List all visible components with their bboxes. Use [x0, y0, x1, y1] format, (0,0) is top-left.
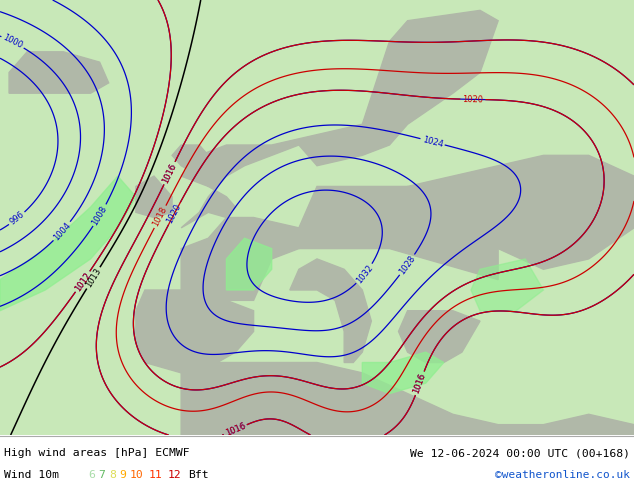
Polygon shape [0, 176, 136, 311]
Text: 1008: 1008 [91, 204, 109, 227]
Text: High wind areas [hPa] ECMWF: High wind areas [hPa] ECMWF [4, 448, 190, 458]
Text: 1020: 1020 [165, 202, 183, 225]
Text: 1013: 1013 [84, 267, 103, 289]
Text: Bft: Bft [188, 470, 209, 480]
Text: 1020: 1020 [462, 95, 484, 104]
Text: Wind 10m: Wind 10m [4, 470, 59, 480]
Polygon shape [362, 352, 444, 393]
Text: 1032: 1032 [354, 263, 375, 285]
Text: 1012: 1012 [73, 270, 93, 293]
Text: 11: 11 [149, 470, 163, 480]
Text: 1016: 1016 [224, 421, 247, 438]
Text: 6: 6 [88, 470, 95, 480]
Polygon shape [136, 290, 254, 373]
Text: 1016: 1016 [161, 162, 178, 185]
Text: 1016: 1016 [412, 372, 428, 395]
Polygon shape [136, 176, 172, 218]
Text: 1018: 1018 [152, 205, 169, 228]
Polygon shape [290, 259, 372, 363]
Polygon shape [181, 10, 498, 186]
Text: 1004: 1004 [52, 220, 72, 242]
Polygon shape [399, 311, 480, 363]
Polygon shape [226, 238, 272, 290]
Text: 1028: 1028 [398, 254, 417, 276]
Text: 8: 8 [109, 470, 116, 480]
Text: 1016: 1016 [412, 372, 428, 395]
Polygon shape [172, 145, 235, 228]
Polygon shape [408, 155, 634, 270]
Polygon shape [299, 186, 498, 280]
Text: We 12-06-2024 00:00 UTC (00+168): We 12-06-2024 00:00 UTC (00+168) [410, 448, 630, 458]
Text: ©weatheronline.co.uk: ©weatheronline.co.uk [495, 470, 630, 480]
Polygon shape [181, 363, 634, 435]
Text: 1016: 1016 [161, 162, 178, 185]
Text: 7: 7 [98, 470, 105, 480]
Text: 12: 12 [168, 470, 182, 480]
Polygon shape [9, 52, 108, 93]
Text: 1012: 1012 [73, 270, 93, 293]
Text: 1024: 1024 [421, 135, 444, 149]
Text: 1000: 1000 [1, 33, 24, 51]
Text: 9: 9 [119, 470, 126, 480]
Text: 996: 996 [8, 210, 26, 227]
Text: 1016: 1016 [224, 421, 247, 438]
Polygon shape [471, 259, 543, 311]
Polygon shape [181, 218, 299, 300]
Text: 10: 10 [130, 470, 144, 480]
